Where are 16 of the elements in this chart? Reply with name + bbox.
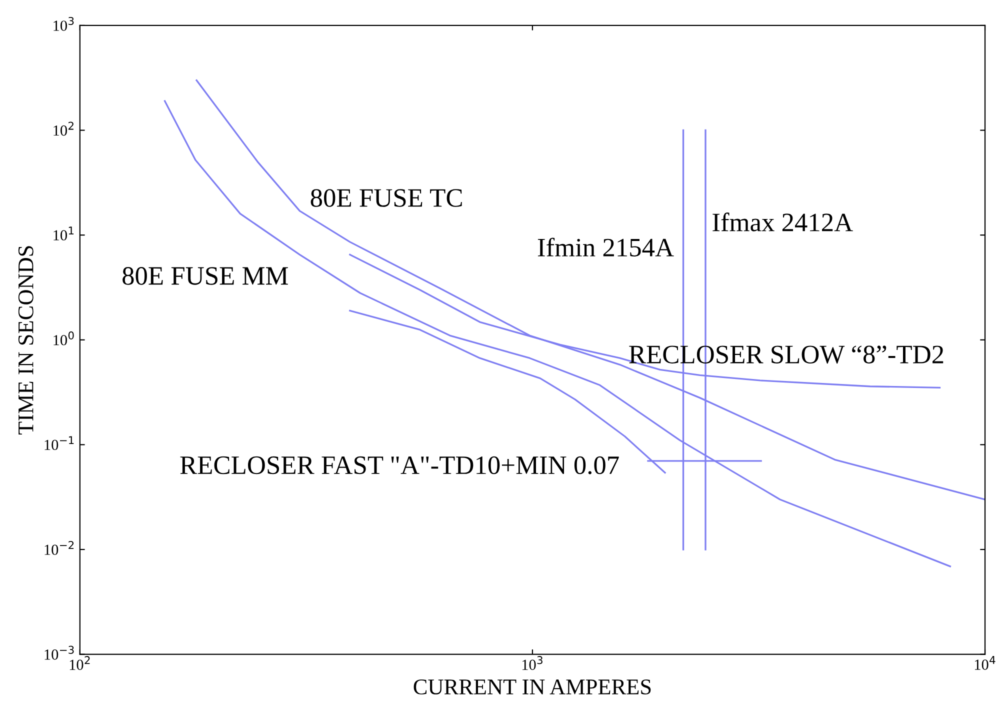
y-tick-label: 10$^{1}$ bbox=[54, 226, 74, 240]
series-label: RECLOSER SLOW “8”-TD2 bbox=[629, 346, 944, 364]
series-label: Ifmax 2412A bbox=[712, 212, 853, 232]
y-tick-label: 10$^{2}$ bbox=[54, 122, 74, 136]
y-tick-label: 10$^{3}$ bbox=[54, 16, 74, 31]
x-tick-label: 10$^{3}$ bbox=[522, 656, 542, 670]
y-tick-label: 10$^{−1}$ bbox=[44, 436, 74, 450]
x-axis-title: CURRENT IN AMPERES bbox=[414, 679, 651, 694]
y-axis-title: TIME IN SECONDS bbox=[18, 246, 34, 435]
series-label: Ifmin 2154A bbox=[538, 238, 674, 257]
y-tick-label: 10$^{0}$ bbox=[54, 331, 74, 346]
y-tick-label: 10$^{−2}$ bbox=[44, 540, 74, 555]
series-label: RECLOSER FAST "A"-TD10+MIN 0.07 bbox=[180, 456, 619, 474]
x-tick-label: 10$^{4}$ bbox=[974, 656, 996, 670]
series-label: 80E FUSE TC bbox=[310, 189, 462, 207]
series-label: 80E FUSE MM bbox=[122, 267, 288, 285]
